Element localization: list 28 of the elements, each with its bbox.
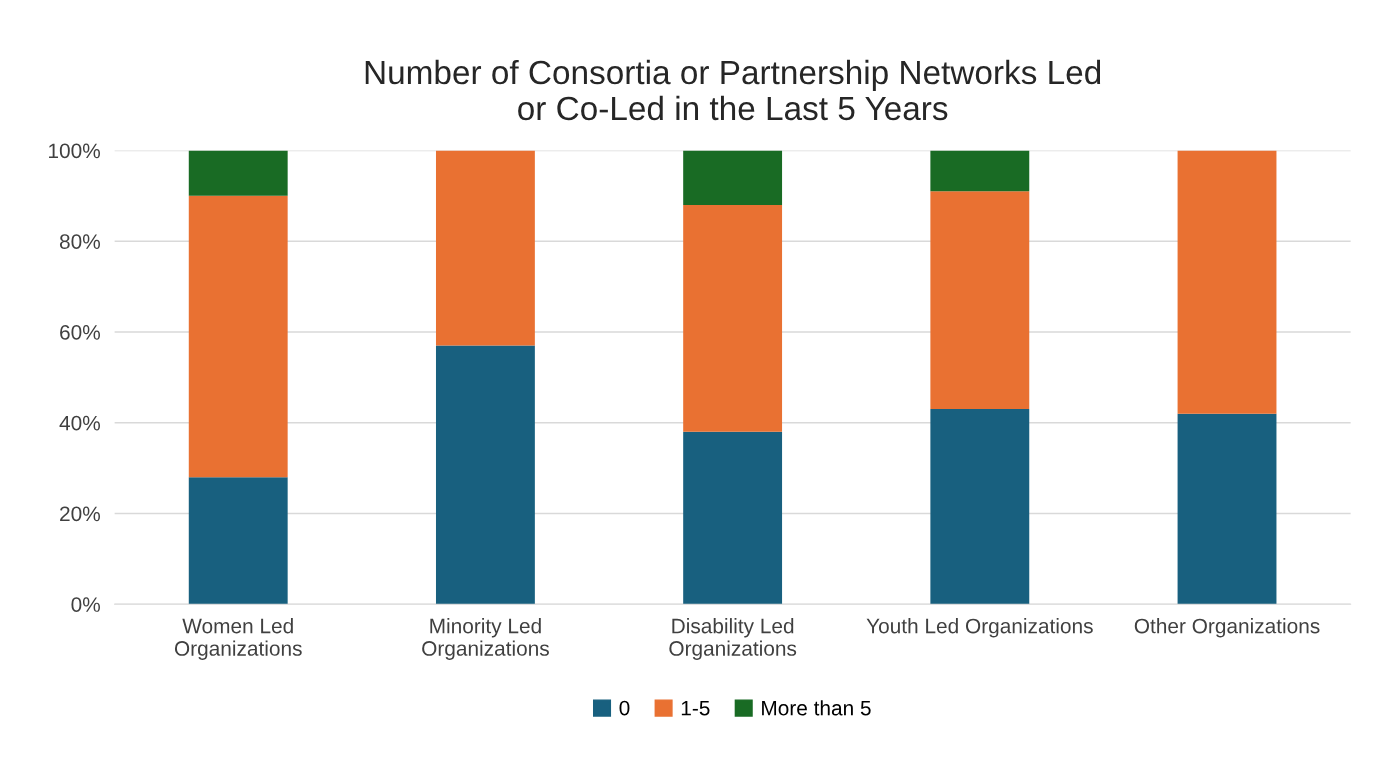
bar [188,195,288,478]
x-tick-label: Women Led Organizations [174,618,302,660]
bar [1177,150,1277,414]
bar [683,431,783,605]
y-tick-label: 60% [60,324,100,340]
bar [1177,413,1277,605]
x-tick-label: Minority Led Organizations [422,618,549,660]
x-tick-label: Other Organizations [1134,618,1320,638]
legend-label: More than 5 [762,700,871,716]
y-tick-label: 80% [59,234,100,249]
bar [683,150,783,205]
y-tick-label: 40% [59,415,100,431]
bar [930,150,1030,192]
y-tick-label: 20% [60,506,100,522]
bar [188,150,288,196]
bar [435,345,535,605]
y-tick-label: 0% [71,597,100,612]
bar [930,191,1030,410]
legend-label: 0 [619,700,630,716]
bar [930,409,1030,605]
legend-label: 1-5 [681,700,710,716]
bar [683,204,783,432]
chart-title: Number of Consortia or Partnership Networks Led or Co-Led in the Last 5 Years [365,59,1101,121]
y-tick-label: 100% [49,143,100,159]
bar [435,150,535,346]
bar [188,477,288,605]
x-tick-label: Youth Led Organizations [866,618,1093,638]
x-tick-label: Disability Led Organizations [669,618,797,660]
